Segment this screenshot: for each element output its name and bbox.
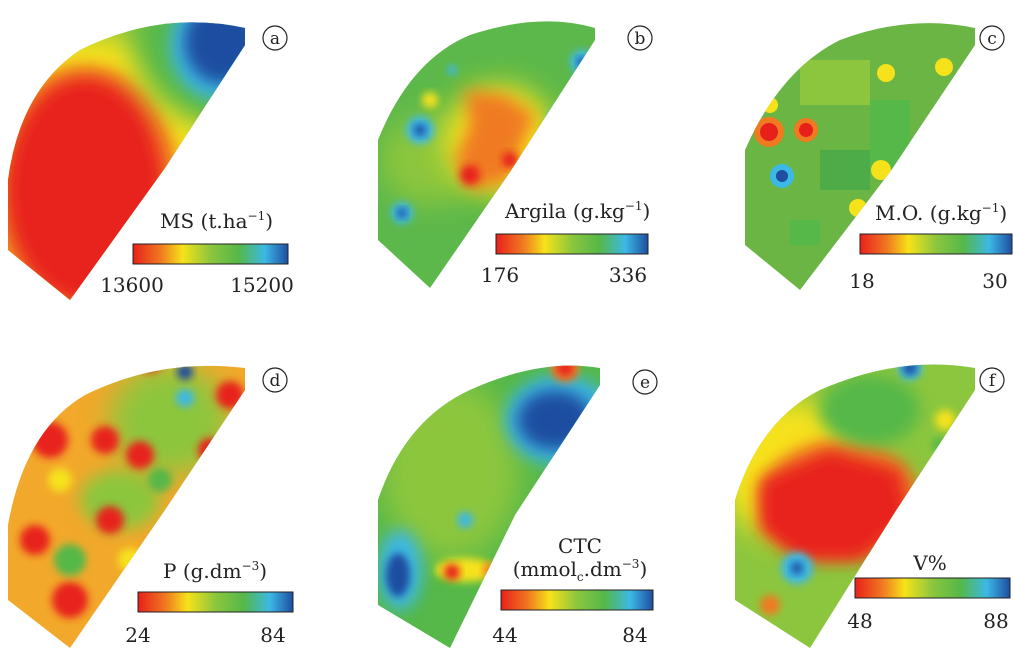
map-panel-b: b Argila (g.kg−1) 176 336: [378, 21, 653, 288]
colorbar-a: [132, 243, 289, 265]
panel-letter-c: c: [987, 29, 997, 49]
panel-letter-f: f: [989, 371, 997, 391]
panel-letter-d: d: [270, 371, 281, 391]
panel-badge-f: [979, 367, 1005, 393]
panel-letter-a: a: [270, 29, 280, 49]
legend-title-f: V%: [912, 551, 946, 575]
panel-badge-e: [632, 369, 658, 395]
legend-title-b: Argila (g.kg−1): [504, 199, 650, 223]
map-panel-c: c M.O. (g.kg−1) 18 30: [745, 23, 1013, 293]
legend-subtitle-e: (mmolc.dm−3): [513, 557, 648, 584]
map-panel-a: a MS (t.ha−1) 13600 15200: [8, 22, 294, 301]
colorbar-max-c: 30: [982, 269, 1007, 293]
legend-title-a: MS (t.ha−1): [160, 209, 273, 233]
panel-letter-e: e: [640, 373, 650, 393]
colorbar-max-d: 84: [260, 623, 285, 647]
colorbar-max-e: 84: [622, 623, 647, 647]
colorbar-min-e: 44: [492, 623, 517, 647]
map-panel-e: e CTC (mmolc.dm−3) 44 84: [378, 365, 658, 648]
colorbar-e: [500, 589, 654, 611]
colorbar-b: [495, 233, 649, 255]
colorbar-f: [854, 577, 1011, 599]
panel-badge-b: [627, 25, 653, 51]
panel-badge-a: [262, 25, 288, 51]
map-panel-f: f V% 48 88: [735, 364, 1011, 648]
legend-title-d: P (g.dm−3): [163, 559, 267, 583]
colorbar-max-a: 15200: [230, 273, 294, 297]
colorbar-min-a: 13600: [100, 273, 164, 297]
colorbar-min-d: 24: [125, 623, 150, 647]
colorbar-min-c: 18: [849, 269, 874, 293]
colorbar-max-b: 336: [609, 263, 647, 287]
colorbar-min-b: 176: [481, 263, 519, 287]
panel-badge-c: [979, 25, 1005, 51]
colorbar-min-f: 48: [847, 609, 872, 633]
panel-letter-b: b: [635, 29, 646, 49]
legend-title-e: CTC: [558, 534, 602, 558]
panel-badge-d: [262, 367, 288, 393]
colorbar-max-f: 88: [983, 609, 1008, 633]
map-panel-d: d P (g.dm−3) 24 84: [8, 365, 294, 648]
legend-title-c: M.O. (g.kg−1): [875, 201, 1007, 225]
colorbar-c: [859, 233, 1013, 255]
colorbar-d: [137, 591, 294, 613]
